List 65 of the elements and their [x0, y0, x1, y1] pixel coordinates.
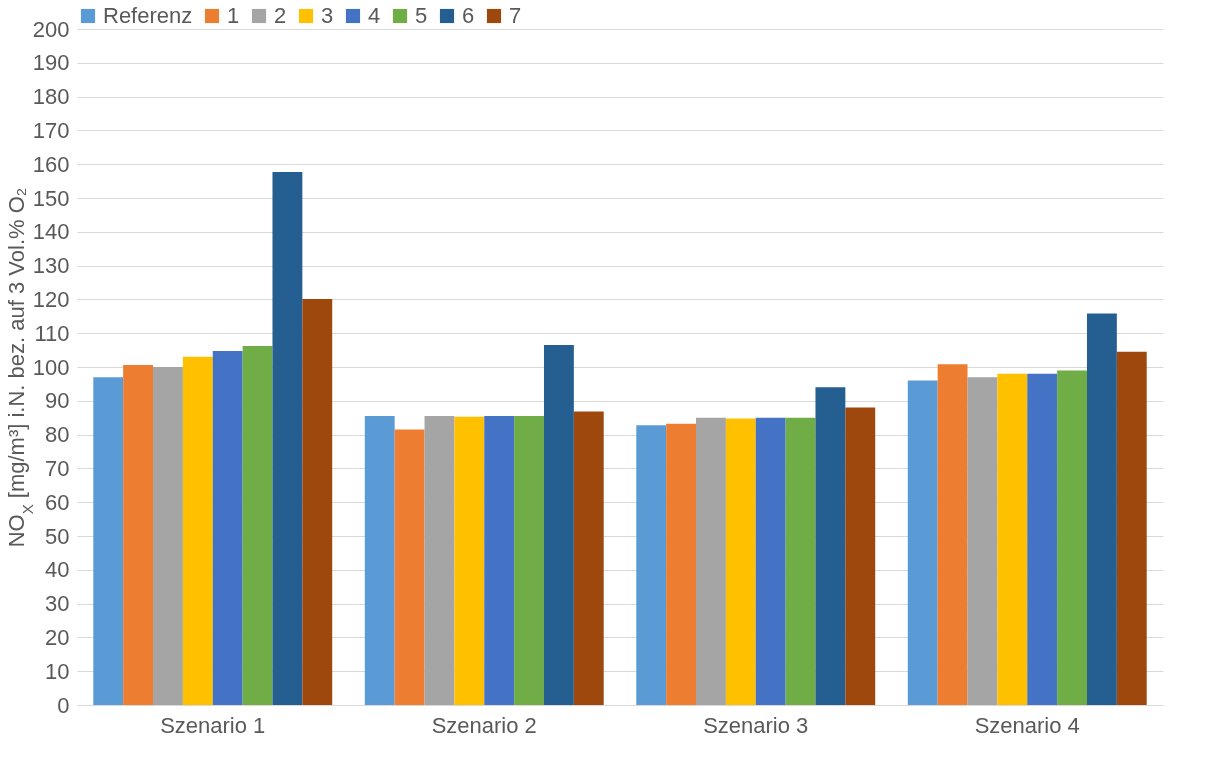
x-tick-label: Szenario 2 [431, 712, 537, 738]
bar [364, 416, 395, 705]
y-tick-label: 0 [57, 692, 70, 718]
bar [182, 356, 213, 705]
y-tick-label: 160 [32, 151, 70, 177]
y-tick-label: 170 [32, 117, 70, 143]
bar [967, 377, 998, 705]
x-tick-label: Szenario 3 [703, 712, 809, 738]
bar [302, 299, 333, 705]
legend-label: 4 [368, 3, 381, 28]
bar [785, 417, 816, 705]
bar [755, 417, 786, 705]
bar [1027, 373, 1058, 705]
bar [212, 351, 243, 705]
bar [454, 416, 485, 705]
y-tick-label: 30 [45, 591, 70, 617]
legend-label: Referenz [103, 3, 193, 28]
y-tick-label: 20 [45, 624, 70, 650]
x-tick-label: Szenario 4 [974, 712, 1080, 738]
bar [997, 373, 1028, 705]
legend-label: 5 [415, 3, 428, 28]
bar [123, 364, 154, 705]
bar [514, 416, 544, 705]
y-tick-label: 60 [45, 489, 70, 515]
y-tick-label: 70 [45, 455, 70, 481]
x-tick-label: Szenario 1 [160, 712, 266, 738]
bar [937, 364, 968, 705]
legend-label: 2 [274, 3, 287, 28]
y-tick-label: 180 [32, 84, 70, 110]
legend-label: 7 [509, 3, 522, 28]
bar [93, 377, 124, 705]
bar [242, 346, 273, 705]
bar [845, 407, 876, 705]
y-tick-label: 140 [32, 219, 70, 245]
bar [907, 380, 938, 705]
bar [484, 416, 515, 705]
legend-label: 3 [321, 3, 334, 28]
bar [272, 171, 303, 705]
bar [543, 345, 574, 705]
y-tick-label: 100 [32, 354, 70, 380]
bar [573, 411, 604, 705]
bar [636, 425, 667, 705]
bar [394, 429, 425, 705]
bar [1086, 313, 1117, 705]
y-tick-label: 10 [45, 658, 70, 684]
bar [666, 423, 697, 705]
bar [815, 387, 846, 705]
legend-label: 6 [462, 3, 475, 28]
y-tick-label: 40 [45, 557, 70, 583]
y-tick-label: 130 [32, 253, 70, 279]
bar [725, 418, 756, 705]
y-tick-label: 190 [32, 50, 70, 76]
bar [696, 417, 726, 705]
y-tick-label: 200 [32, 16, 70, 42]
y-tick-label: 120 [32, 286, 70, 312]
y-tick-label: 150 [32, 185, 70, 211]
bar [1057, 370, 1087, 705]
y-tick-label: 110 [34, 320, 70, 346]
bar [424, 416, 455, 705]
y-tick-label: 80 [45, 422, 70, 448]
y-tick-label: 50 [45, 523, 70, 549]
bar [1116, 351, 1147, 705]
bar [153, 367, 183, 705]
y-tick-label: 90 [45, 388, 70, 414]
legend-label: 1 [227, 3, 240, 28]
